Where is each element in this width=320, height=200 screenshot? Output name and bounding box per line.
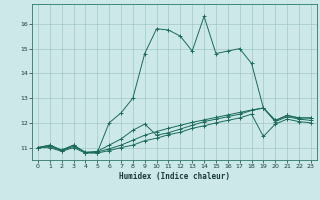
X-axis label: Humidex (Indice chaleur): Humidex (Indice chaleur) [119,172,230,181]
